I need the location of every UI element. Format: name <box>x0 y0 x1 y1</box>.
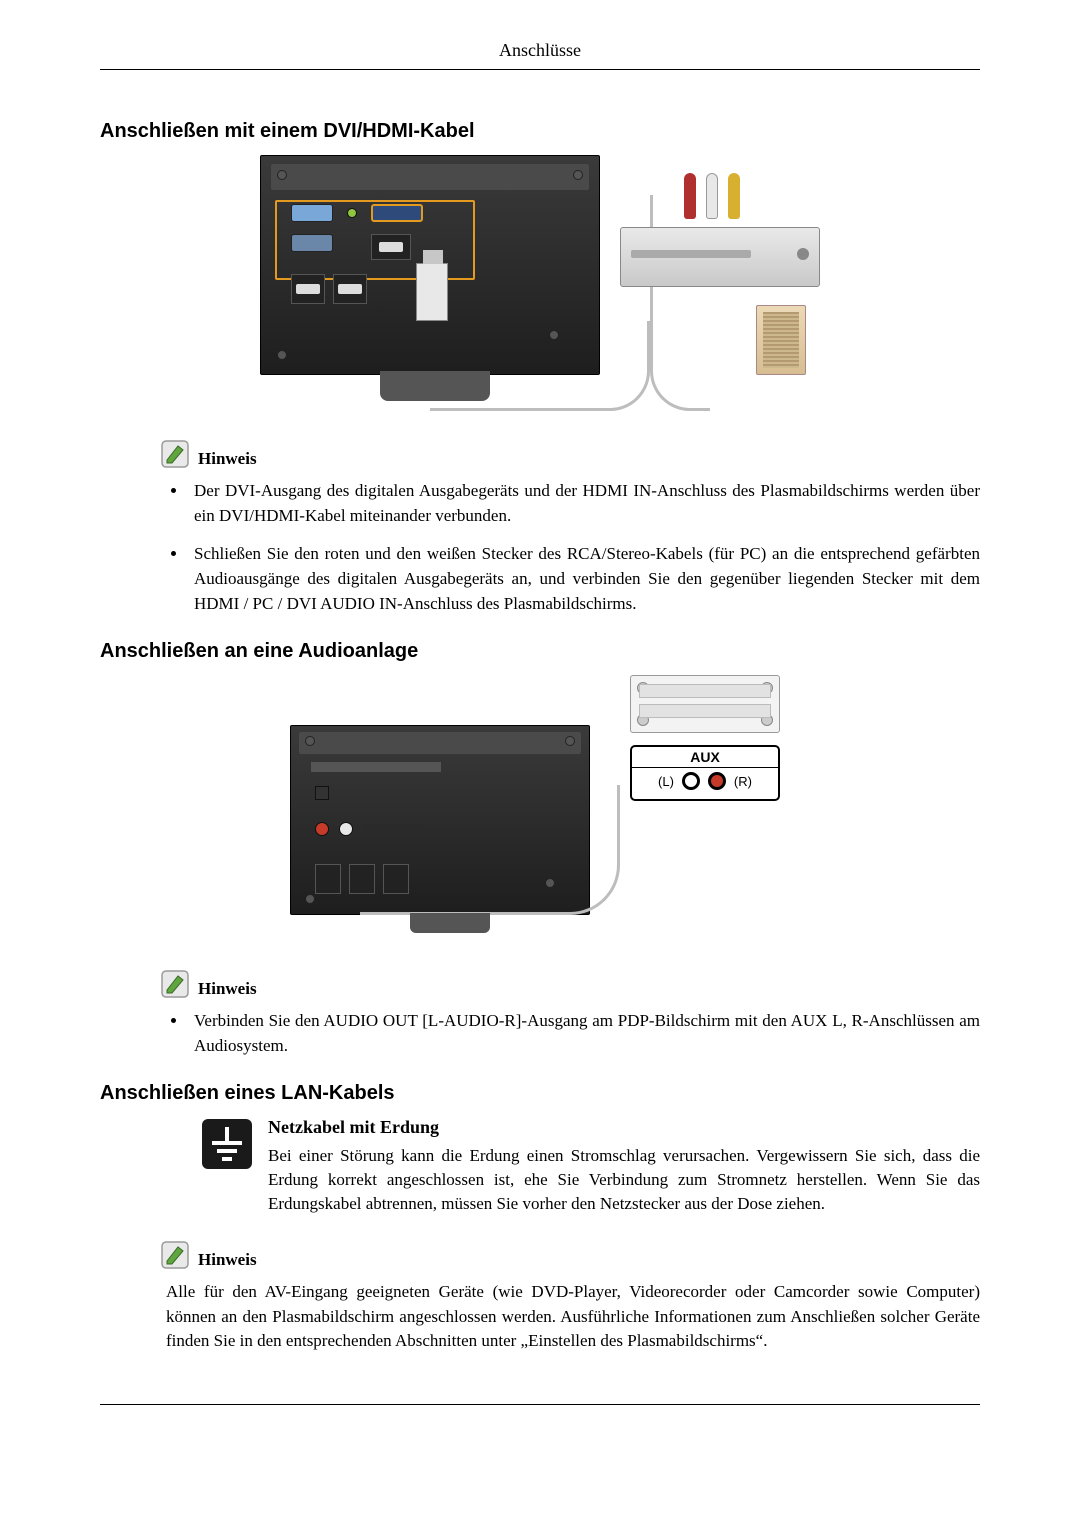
note-icon <box>160 439 190 469</box>
audio-out-r <box>315 822 329 836</box>
page-header-title: Anschlüsse <box>100 40 980 70</box>
speaker <box>756 305 806 375</box>
section1-heading: Anschließen mit einem DVI/HDMI-Kabel <box>100 120 980 143</box>
aux-l-label: (L) <box>658 774 674 789</box>
section1-bullets: Der DVI-Ausgang des digitalen Ausgabeger… <box>166 479 980 616</box>
audio-jack <box>347 208 357 218</box>
section3-paragraph: Alle für den AV-Eingang geeigneten Gerät… <box>166 1280 980 1354</box>
hinweis-label: Hinweis <box>198 979 257 999</box>
port-label <box>371 234 411 260</box>
bullet-item: Verbinden Sie den AUDIO OUT [L-AUDIO-R]-… <box>188 1009 980 1058</box>
ground-icon <box>200 1117 254 1171</box>
dvd-player <box>620 227 820 287</box>
note-icon <box>160 1240 190 1270</box>
section2-heading: Anschließen an eine Audioanlage <box>100 640 980 663</box>
aux-jack-left <box>682 772 700 790</box>
bullet-item: Der DVI-Ausgang des digitalen Ausgabeger… <box>188 479 980 528</box>
rca-jacks <box>684 173 740 219</box>
aux-jack-right <box>708 772 726 790</box>
audio-out-l <box>339 822 353 836</box>
ground-body: Bei einer Störung kann die Erdung einen … <box>268 1144 980 1215</box>
hdmi-port <box>371 204 423 222</box>
footer-rule <box>100 1404 980 1405</box>
cable <box>430 321 650 411</box>
section2-bullets: Verbinden Sie den AUDIO OUT [L-AUDIO-R]-… <box>166 1009 980 1058</box>
section3-heading: Anschließen eines LAN-Kabels <box>100 1082 980 1105</box>
audio-cable <box>360 785 620 915</box>
hinweis-label: Hinweis <box>198 449 257 469</box>
vga-port <box>291 204 333 222</box>
hinweis-label: Hinweis <box>198 1250 257 1270</box>
aux-r-label: (R) <box>734 774 752 789</box>
ground-title: Netzkabel mit Erdung <box>268 1117 980 1138</box>
amplifier <box>630 675 780 733</box>
aux-panel: AUX (L) (R) <box>630 745 780 801</box>
aux-title: AUX <box>632 749 778 768</box>
hdmi-plug <box>416 263 448 321</box>
note-icon <box>160 969 190 999</box>
bullet-item: Schließen Sie den roten und den weißen S… <box>188 542 980 616</box>
figure-dvi-hdmi <box>100 155 980 415</box>
figure-audio: AUX (L) (R) <box>100 675 980 945</box>
